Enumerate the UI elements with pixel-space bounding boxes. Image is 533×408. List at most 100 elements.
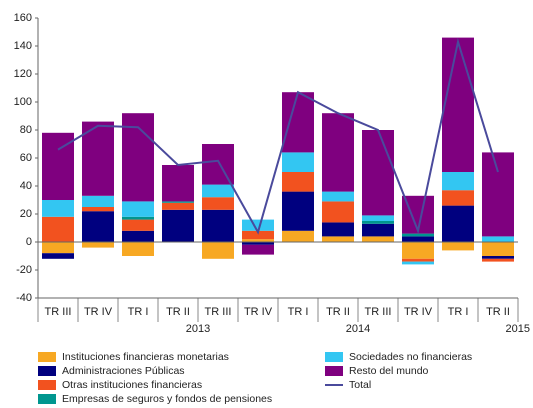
bar-segment (442, 205, 474, 242)
x-tick-label: TR II (166, 306, 190, 318)
bar-segment (282, 230, 314, 242)
bar-segment (322, 201, 354, 223)
bar-segment (242, 239, 274, 242)
y-tick-label: 140 (14, 40, 32, 52)
bar-segment (82, 121, 114, 196)
legend-swatch (38, 352, 56, 362)
bar-segment (122, 230, 154, 242)
x-tick-label: TR II (486, 306, 510, 318)
x-tick-label: TR IV (244, 306, 273, 318)
total-line (57, 37, 499, 235)
bar-segment (402, 242, 434, 259)
bar-segment (322, 236, 354, 242)
legend-label: Sociedades no financieras (349, 351, 472, 363)
legend-swatch (38, 394, 56, 404)
bar-segment (482, 236, 514, 242)
bar-segment (282, 172, 314, 192)
bar-segment (42, 200, 74, 217)
x-tick-label: TR IV (84, 306, 113, 318)
legend-label: Empresas de seguros y fondos de pensione… (62, 393, 272, 405)
x-tick-label: TR I (288, 306, 309, 318)
bar-segment (82, 211, 114, 242)
bar-segment (482, 258, 514, 262)
bar-segment (362, 221, 394, 224)
bar-segment (322, 222, 354, 237)
y-tick-label: 80 (20, 124, 32, 136)
bar-segment (42, 216, 74, 242)
bar-segment (442, 190, 474, 206)
legend: Instituciones financieras monetarias Admi… (38, 351, 472, 405)
legend-swatch (325, 366, 343, 376)
bar-segment (282, 152, 314, 172)
bar-segment (242, 242, 274, 245)
bar-segment (122, 216, 154, 220)
bar-segment (322, 113, 354, 192)
x-tick-label: TR III (45, 306, 72, 318)
bar-segment (82, 195, 114, 207)
y-tick-label: -20 (16, 264, 32, 276)
bar-segment (202, 144, 234, 185)
bar-segment (202, 197, 234, 210)
year-label: 2013 (186, 323, 210, 335)
y-tick-label: 20 (20, 208, 32, 220)
x-tick-label: TR III (365, 306, 392, 318)
bar-segment (442, 172, 474, 191)
bar-segment (282, 92, 314, 153)
year-label: 2014 (346, 323, 370, 335)
bar-segment (122, 219, 154, 231)
y-tick-label: 40 (20, 180, 32, 192)
bar-segment (402, 261, 434, 265)
y-tick-label: 160 (14, 12, 32, 24)
bar-segment (442, 242, 474, 251)
bar-segment (202, 184, 234, 198)
legend-label: Otras instituciones financieras (62, 379, 202, 391)
bar-segment (242, 230, 274, 240)
bar-segment (362, 215, 394, 221)
legend-swatch (325, 352, 343, 362)
bar-segment (362, 223, 394, 237)
bar-segment (242, 244, 274, 255)
legend-label: Total (349, 379, 371, 391)
y-tick-label: 120 (14, 68, 32, 80)
bar-segment (362, 130, 394, 216)
bar-segment (122, 242, 154, 256)
x-tick-label: TR I (128, 306, 149, 318)
bar-segment (42, 242, 74, 254)
bar-segment (82, 242, 114, 248)
bar-segment (202, 209, 234, 242)
legend-label: Resto del mundo (349, 365, 429, 377)
legend-label: Administraciones Públicas (62, 365, 185, 377)
bar-segment (402, 233, 434, 237)
bar-segment (402, 236, 434, 242)
bar-segment (162, 202, 194, 210)
bar-segment (162, 201, 194, 203)
x-tick-label: TR III (205, 306, 232, 318)
bar-segment (402, 258, 434, 262)
x-tick-label: TR IV (404, 306, 433, 318)
x-tick-label: TR II (326, 306, 350, 318)
bar-segment (242, 219, 274, 231)
bar-segment (482, 152, 514, 237)
bar-segment (322, 191, 354, 202)
bar-segment (282, 191, 314, 231)
legend-swatch (38, 366, 56, 376)
y-tick-label: 0 (26, 236, 32, 248)
y-tick-label: 100 (14, 96, 32, 108)
bar-segment (482, 242, 514, 256)
year-label: 2015 (506, 323, 530, 335)
bar-segment (82, 207, 114, 212)
legend-swatch (38, 380, 56, 390)
x-tick-label: TR I (448, 306, 469, 318)
bar-segment (482, 256, 514, 259)
bar-segment (122, 201, 154, 217)
bar-segment (442, 37, 474, 172)
y-tick-label: -40 (16, 292, 32, 304)
bar-segment (202, 242, 234, 259)
bar-segment (42, 253, 74, 259)
bar-segment (162, 165, 194, 202)
y-tick-label: 60 (20, 152, 32, 164)
legend-label: Instituciones financieras monetarias (62, 351, 229, 363)
bar-segment (162, 209, 194, 242)
bar-segment (362, 236, 394, 242)
